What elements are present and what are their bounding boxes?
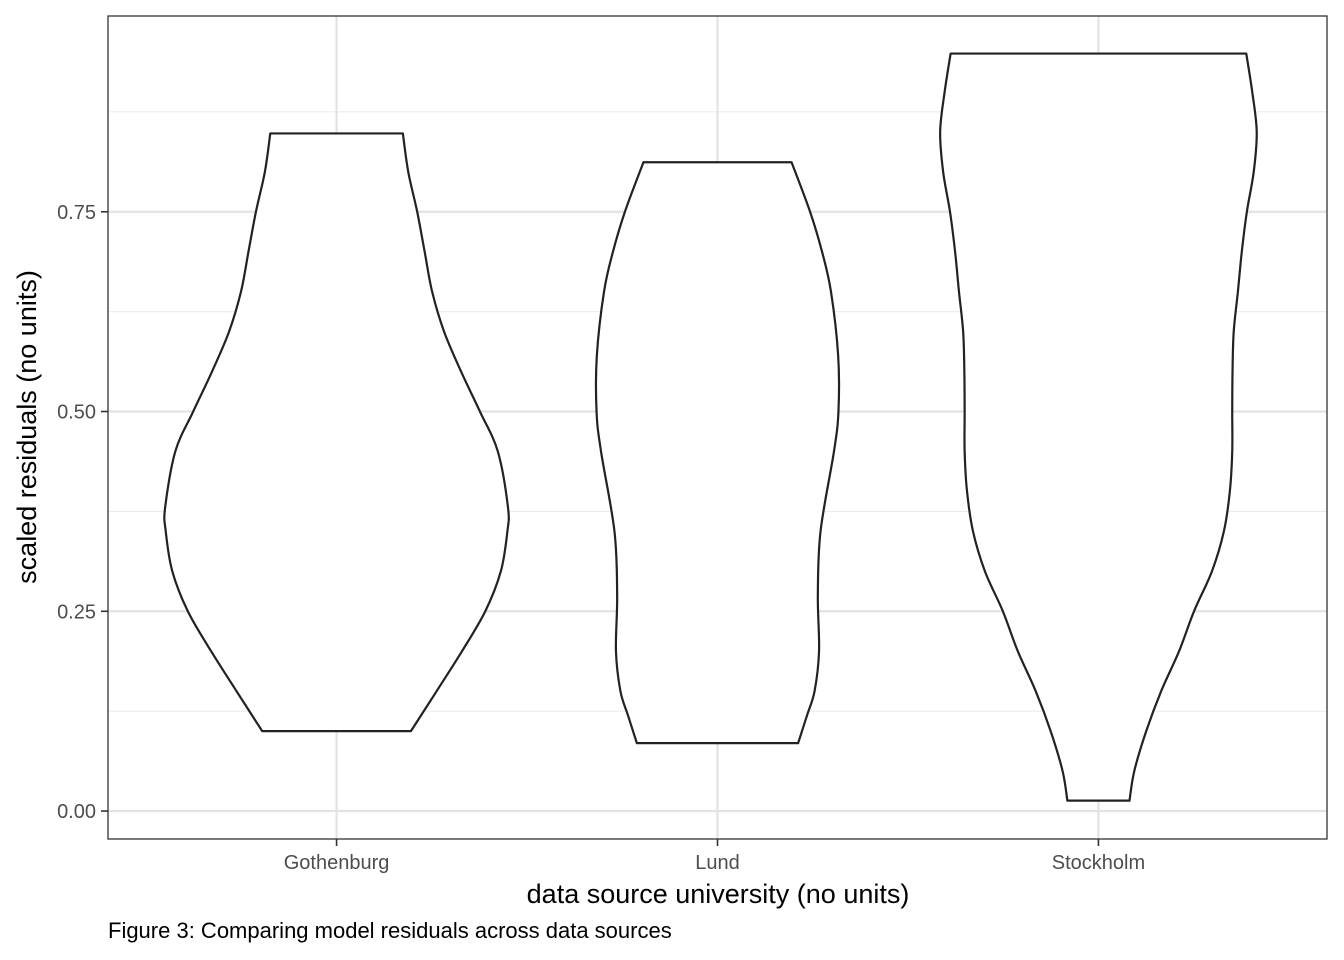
x-tick-label: Gothenburg — [284, 852, 390, 874]
figure-caption: Figure 3: Comparing model residuals acro… — [108, 918, 672, 943]
violin-chart: 0.00 0.25 0.50 0.75 Gothenburg Lund Stockholm… — [12, 15, 1328, 909]
y-tick-label: 0.75 — [57, 202, 96, 224]
x-tick-label: Lund — [695, 852, 740, 874]
x-axis-title: data source university (no units) — [527, 879, 910, 909]
violins — [163, 52, 1258, 802]
y-tick-label: 0.00 — [57, 801, 96, 823]
y-tick-label: 0.25 — [57, 601, 96, 623]
y-tick-label: 0.50 — [57, 402, 96, 424]
violin-gothenburg — [163, 132, 510, 733]
x-axis: Gothenburg Lund Stockholm — [284, 839, 1145, 874]
y-axis-title: scaled residuals (no units) — [12, 270, 42, 584]
y-axis: 0.00 0.25 0.50 0.75 — [57, 202, 108, 823]
violin-lund — [594, 161, 841, 745]
violin-stockholm — [939, 52, 1258, 802]
x-tick-label: Stockholm — [1052, 852, 1145, 874]
